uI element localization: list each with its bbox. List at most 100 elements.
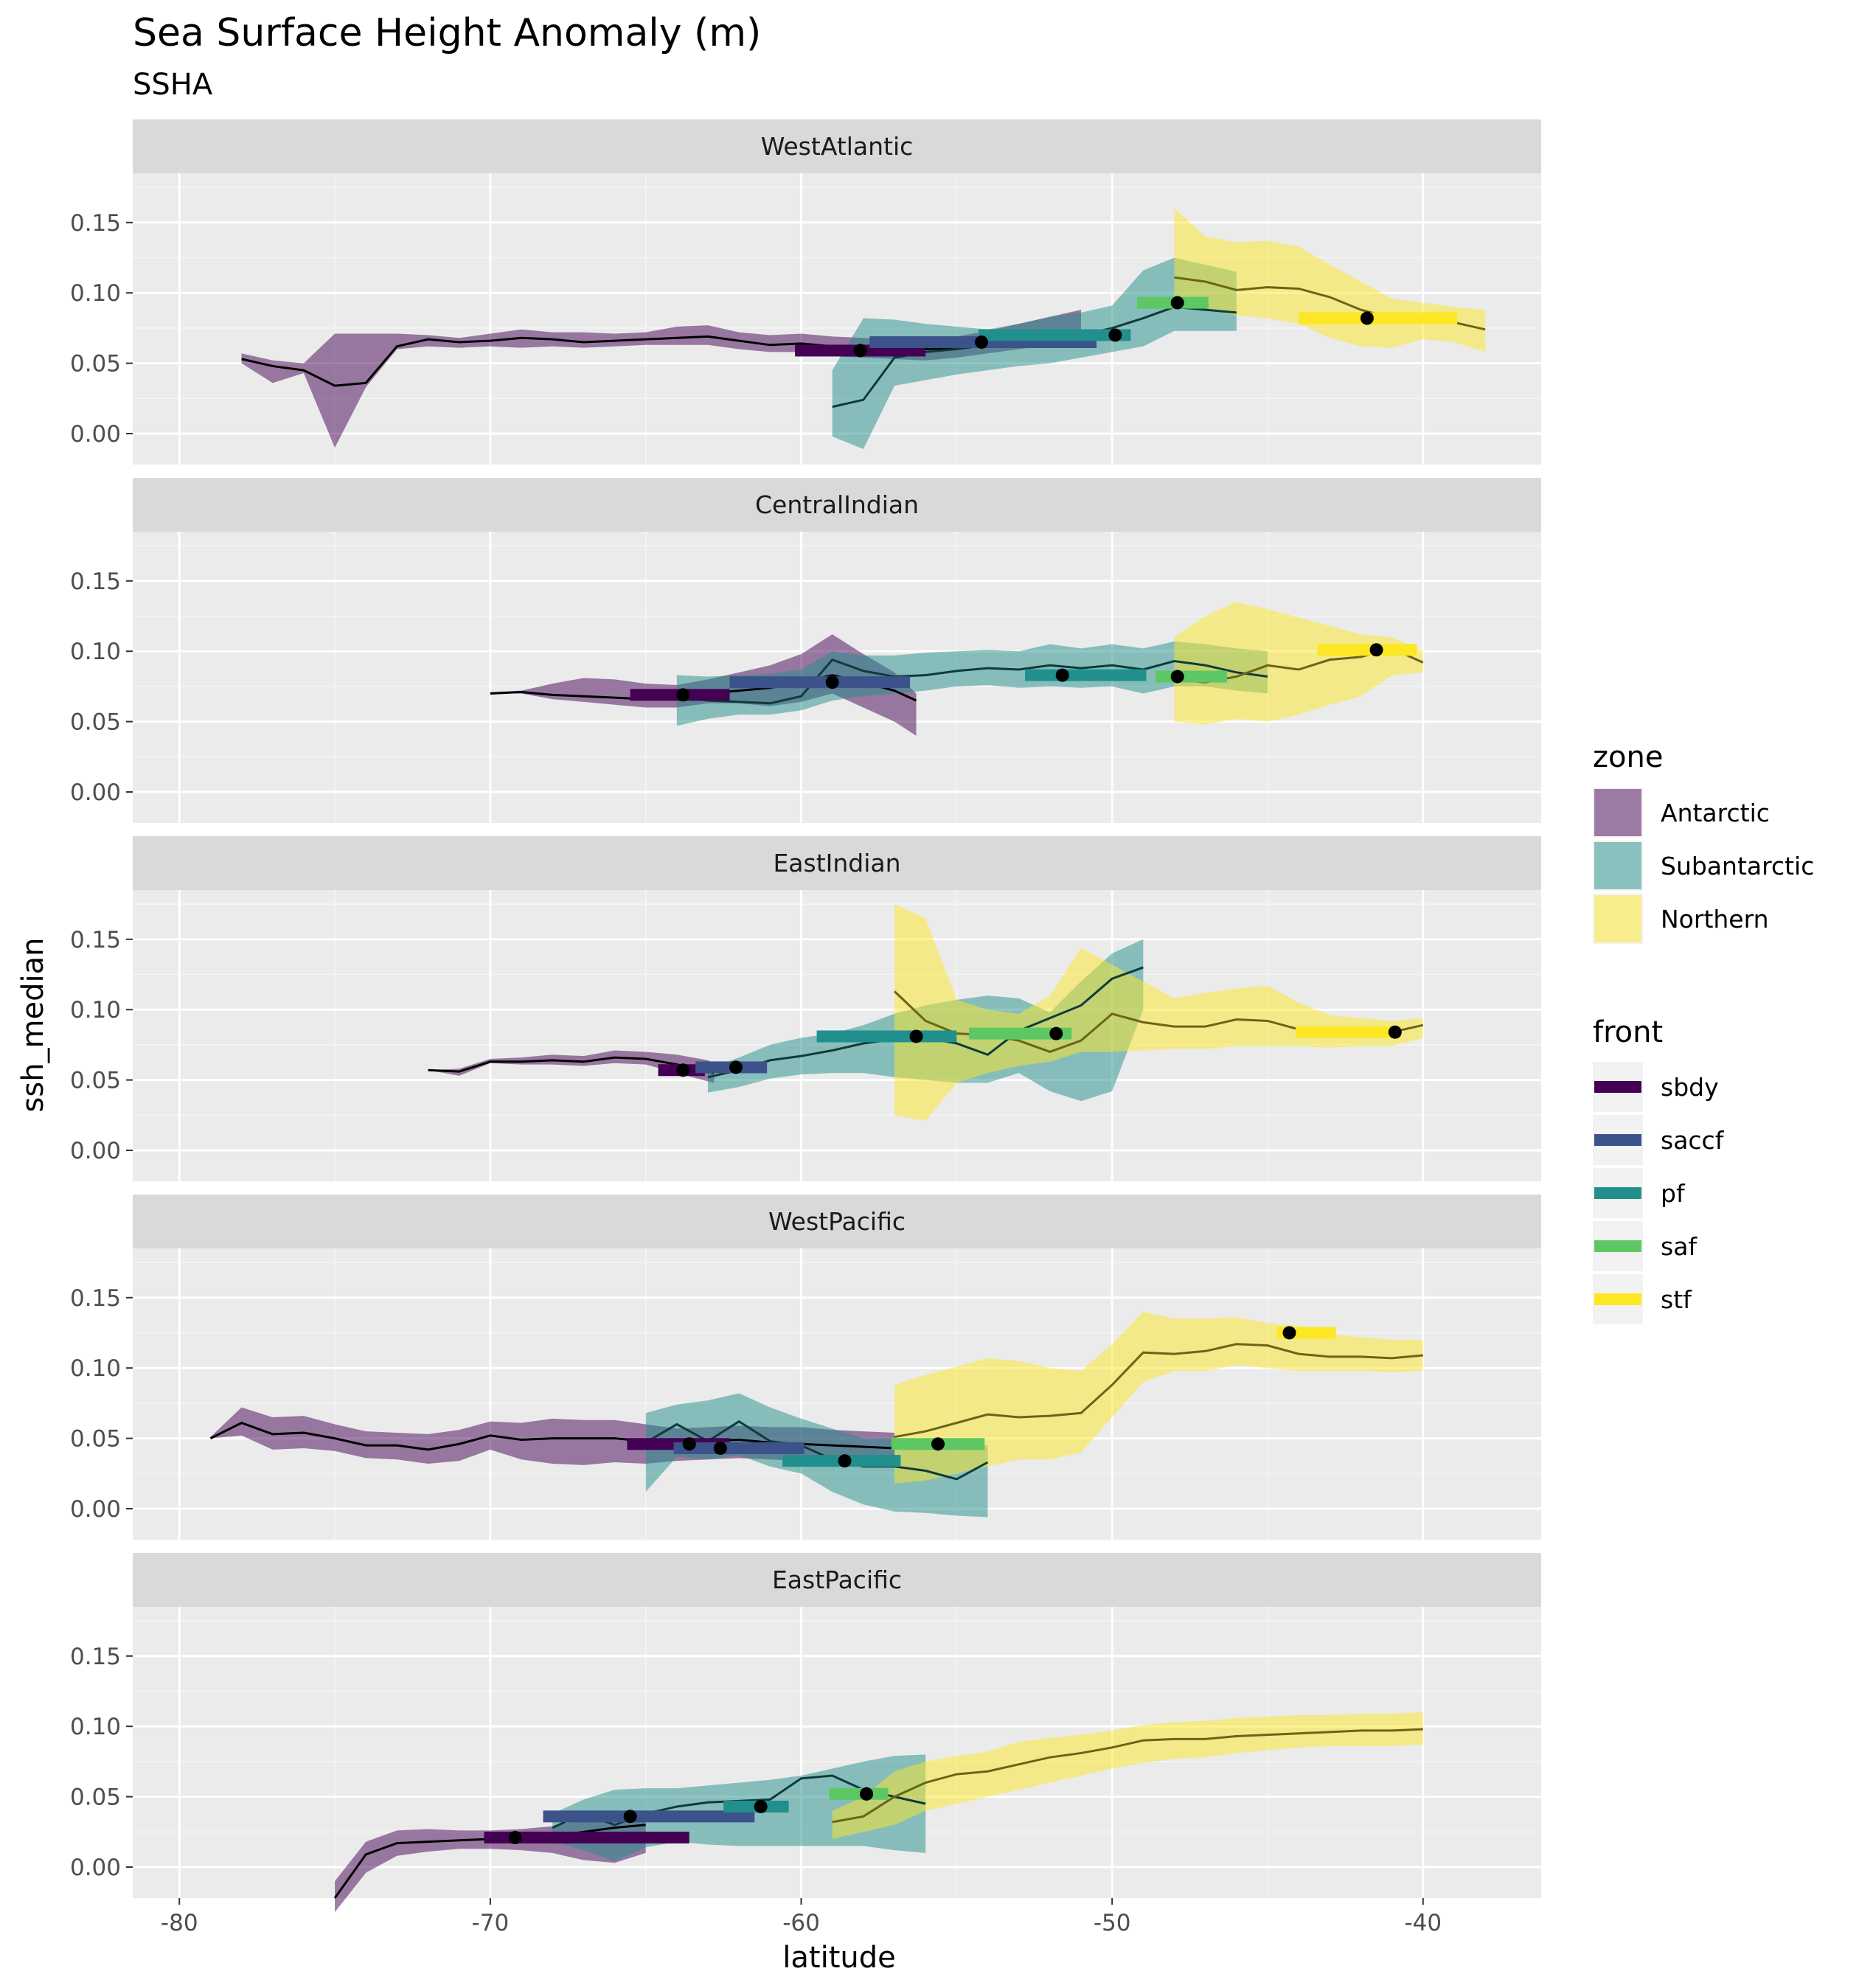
x-axis-title: latitude [782, 1941, 895, 1975]
legend-front-label: pf [1661, 1179, 1686, 1208]
legend-front-swatch [1594, 1240, 1641, 1252]
front-point-stf [860, 1787, 874, 1801]
y-tick-label: 0.00 [70, 779, 121, 806]
y-tick-label: 0.15 [70, 569, 121, 595]
y-tick-label: 0.05 [70, 1426, 121, 1453]
front-bar-saf [829, 1787, 889, 1800]
legend-front-label: saccf [1661, 1126, 1725, 1155]
x-tick-label: -40 [1404, 1910, 1442, 1936]
front-bar-stf [1317, 644, 1417, 656]
legend-front-label: saf [1661, 1232, 1698, 1261]
facet-panels: WestAtlantic0.000.050.100.15CentralIndia… [70, 119, 1541, 1913]
y-tick-label: 0.10 [70, 1355, 121, 1382]
x-tick-label: -50 [1094, 1910, 1131, 1936]
y-tick-label: 0.15 [70, 210, 121, 237]
panel-CentralIndian: CentralIndian 0.00 0.05 0.10 0.15 [70, 478, 1541, 823]
ribbon-northern [894, 1311, 1423, 1484]
front-point-sbdy [853, 344, 867, 358]
y-tick-label: 0.00 [70, 1496, 121, 1523]
panel-EastPacific: EastPacific 0.00 0.05 0.10 0.15 [70, 1553, 1541, 1913]
front-point-sbdy [676, 688, 690, 702]
panel-strip-label: WestAtlantic [761, 132, 914, 161]
median-line-antarctic [241, 330, 1082, 387]
y-tick-label: 0.00 [70, 421, 121, 448]
y-axis-title: ssh_median [16, 938, 50, 1113]
legend-zone-label: Subantarctic [1661, 852, 1814, 880]
legend-front-label: stf [1661, 1285, 1692, 1314]
legend-front-label: sbdy [1661, 1073, 1719, 1102]
front-bar-saf [1156, 670, 1228, 683]
x-tick-label: -80 [161, 1910, 198, 1936]
front-point-saccf [729, 1060, 743, 1074]
ribbon-northern [832, 1712, 1423, 1839]
legend-zone: zone Antarctic Subantarctic Northern [1593, 740, 1814, 944]
front-bar-saf [969, 1027, 1072, 1040]
front-point-saf [1170, 670, 1184, 684]
y-tick-label: 0.00 [70, 1138, 121, 1164]
legend-front-swatch [1594, 1293, 1641, 1305]
legend-zone-swatch [1594, 789, 1641, 836]
front-bar-sbdy [484, 1831, 689, 1843]
front-bar-pf [978, 329, 1131, 341]
legend-front: front sbdy saccf pf saf stf [1593, 1015, 1725, 1324]
front-bar-pf [816, 1030, 957, 1043]
median-line-northern [894, 1343, 1423, 1439]
ribbon-northern [1174, 602, 1423, 725]
front-point-stf [1369, 643, 1383, 657]
panel-background [133, 1607, 1541, 1898]
panel-strip-label: WestPacific [768, 1207, 906, 1236]
front-point-saccf [825, 675, 839, 689]
median-line-northern [832, 1728, 1423, 1824]
legend-front-swatch [1594, 1187, 1641, 1199]
x-axis: -80 -70 -60 -50 -40 [161, 1898, 1442, 1936]
panel-strip-label: EastIndian [773, 849, 900, 877]
front-bar-pf [1025, 669, 1147, 681]
y-tick-label: 0.15 [70, 1285, 121, 1312]
front-point-saccf [713, 1441, 727, 1455]
legend-zone-title: zone [1593, 740, 1663, 774]
ribbon-subantarctic [676, 641, 1268, 726]
legend-front-swatch [1594, 1081, 1641, 1093]
panel-WestAtlantic: WestAtlantic 0.00 0.05 0.10 0.15 [70, 119, 1541, 465]
front-point-pf [838, 1454, 852, 1468]
ribbon-subantarctic [832, 257, 1237, 450]
front-point-stf [1360, 311, 1374, 325]
panel-strip-label: CentralIndian [755, 490, 919, 519]
y-tick-label: 0.10 [70, 1714, 121, 1740]
y-tick-label: 0.05 [70, 1068, 121, 1094]
panel-EastIndian: EastIndian 0.00 0.05 0.10 0.15 [70, 836, 1541, 1181]
y-tick-label: 0.00 [70, 1855, 121, 1881]
chart-subtitle: SSHA [133, 68, 213, 102]
front-point-pf [909, 1029, 923, 1043]
front-point-pf [1108, 328, 1122, 342]
front-point-pf [1055, 668, 1069, 682]
front-point-sbdy [676, 1063, 690, 1077]
front-point-stf [1282, 1326, 1296, 1340]
front-point-stf [1388, 1025, 1402, 1039]
x-tick-label: -60 [782, 1910, 820, 1936]
y-tick-label: 0.10 [70, 639, 121, 665]
front-point-saccf [975, 335, 989, 349]
legend-zone-label: Northern [1661, 905, 1769, 934]
panel-strip [133, 1195, 1541, 1248]
front-bar-saccf [729, 676, 911, 689]
front-point-saf [1049, 1026, 1063, 1040]
panel-strip [133, 478, 1541, 532]
front-point-saf [931, 1437, 945, 1451]
ribbon-northern [894, 904, 1423, 1121]
legend-front-swatch [1594, 1134, 1641, 1146]
panel-strip [133, 1553, 1541, 1607]
chart-title: Sea Surface Height Anomaly (m) [133, 11, 761, 55]
y-tick-label: 0.05 [70, 351, 121, 378]
median-line-subantarctic [676, 658, 1268, 705]
panel-strip [133, 119, 1541, 173]
y-tick-label: 0.05 [70, 709, 121, 736]
y-tick-label: 0.05 [70, 1784, 121, 1811]
front-point-sbdy [508, 1830, 522, 1844]
y-tick-label: 0.10 [70, 280, 121, 307]
y-tick-label: 0.15 [70, 927, 121, 953]
y-tick-label: 0.15 [70, 1644, 121, 1670]
front-point-saf [1170, 296, 1184, 310]
legend-front-title: front [1593, 1015, 1663, 1049]
